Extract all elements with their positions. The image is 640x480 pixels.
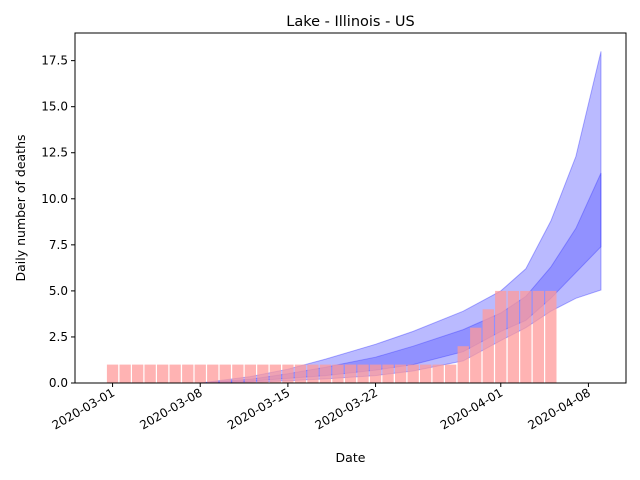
y-tick-label: 12.5 (41, 146, 68, 160)
bar (545, 290, 557, 383)
y-tick-label: 17.5 (41, 54, 68, 68)
y-tick-label: 10.0 (41, 192, 68, 206)
bar (232, 364, 244, 383)
bar (470, 327, 482, 383)
bar (257, 364, 269, 383)
bar (307, 364, 319, 383)
x-tick-label: 2020-04-01 (438, 385, 505, 432)
bar (219, 364, 231, 383)
chart-title: Lake - Illinois - US (286, 14, 415, 30)
y-tick-label: 7.5 (49, 238, 68, 252)
x-axis-ticks: 2020-03-01 2020-03-08 2020-03-15 2020-03-22… (50, 383, 593, 432)
x-tick-label: 2020-03-22 (313, 385, 380, 432)
x-tick-label: 2020-03-15 (225, 385, 292, 432)
bar (144, 364, 156, 383)
bar (182, 364, 194, 383)
bar (169, 364, 181, 383)
x-tick-label: 2020-03-01 (50, 385, 117, 432)
bar (319, 364, 332, 383)
bar (445, 364, 457, 383)
bar (357, 364, 369, 383)
bar (194, 364, 206, 383)
bar (432, 364, 444, 383)
bar (382, 364, 394, 383)
bar (457, 346, 469, 383)
y-axis-ticks: 0.0 2.5 5.0 7.5 10.0 12.5 15.0 17.5 (41, 54, 75, 390)
bar (395, 364, 407, 383)
bar (157, 364, 169, 383)
plot-frame (74, 32, 627, 384)
bar (507, 290, 519, 383)
bar (420, 364, 432, 383)
bar (482, 309, 494, 383)
x-axis-label: Date (336, 450, 366, 465)
bar (106, 364, 119, 383)
x-tick-label: 2020-04-08 (526, 385, 593, 432)
bar (207, 364, 219, 383)
bar (332, 364, 344, 383)
bar (119, 364, 131, 383)
y-tick-label: 15.0 (41, 100, 68, 114)
y-tick-label: 5.0 (49, 284, 68, 298)
bar (269, 364, 281, 383)
bar (495, 290, 507, 383)
bar (520, 290, 532, 383)
bars (106, 290, 557, 383)
bar (369, 364, 382, 383)
bar (132, 364, 144, 383)
y-tick-label: 2.5 (49, 330, 68, 344)
bar (407, 364, 419, 383)
bar (282, 364, 294, 383)
bar (344, 364, 357, 383)
x-tick-label: 2020-03-08 (137, 385, 204, 432)
bar (244, 364, 256, 383)
bar (294, 364, 307, 383)
y-tick-label: 0.0 (49, 376, 68, 390)
bar (532, 290, 544, 383)
y-axis-label: Daily number of deaths (13, 134, 28, 281)
